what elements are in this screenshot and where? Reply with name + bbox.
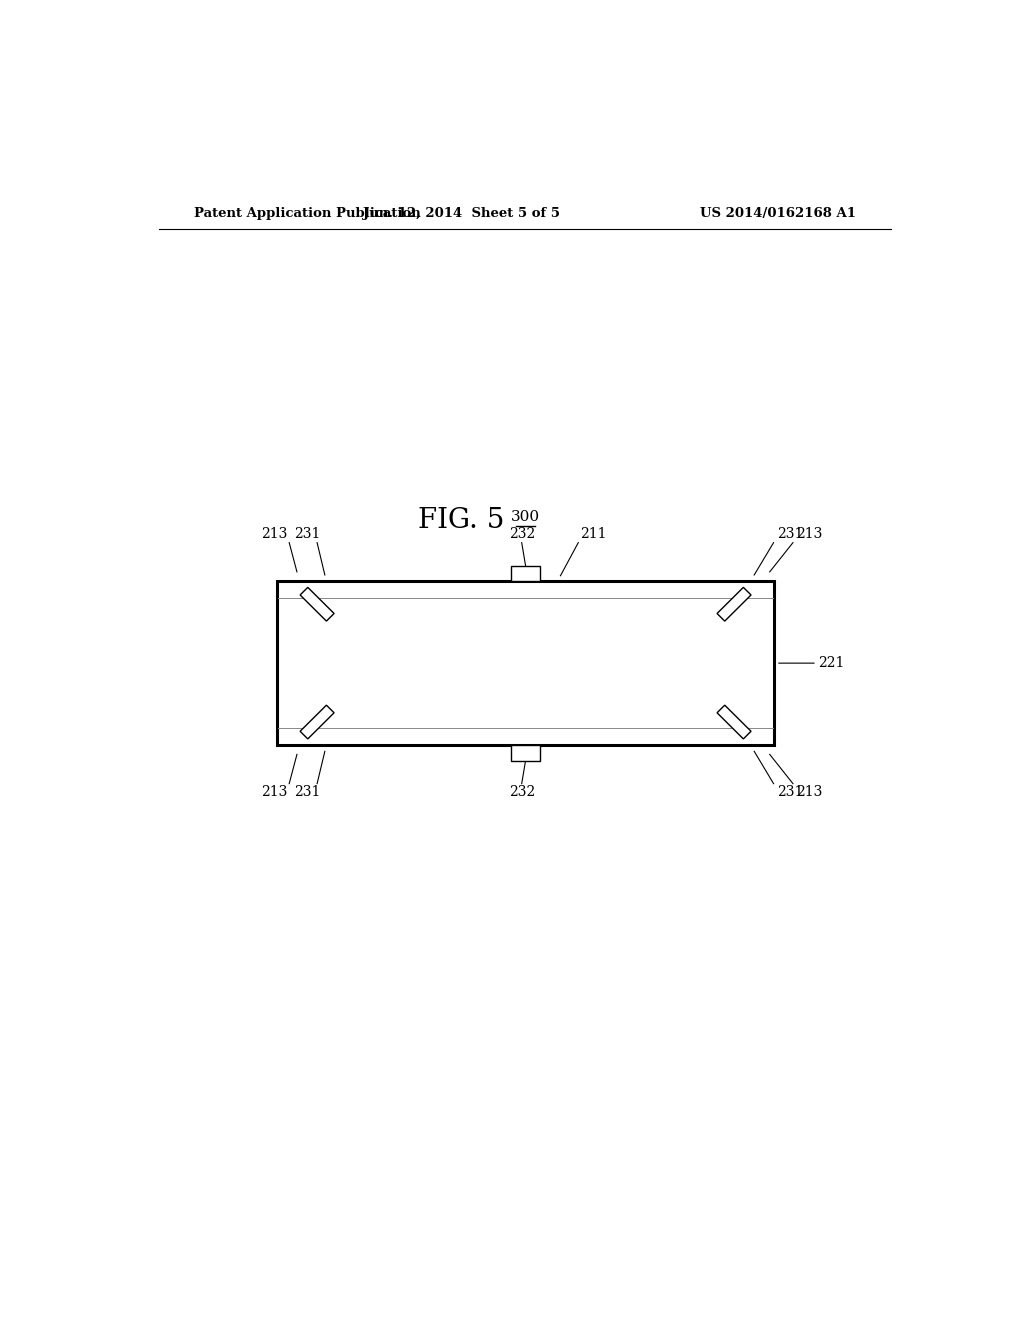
Text: FIG. 5: FIG. 5 (418, 507, 505, 533)
Text: 231: 231 (777, 527, 804, 541)
Text: Patent Application Publication: Patent Application Publication (194, 207, 421, 220)
Text: 213: 213 (796, 785, 822, 799)
Polygon shape (717, 705, 751, 739)
Text: 232: 232 (509, 785, 535, 799)
Text: Jun. 12, 2014  Sheet 5 of 5: Jun. 12, 2014 Sheet 5 of 5 (362, 207, 560, 220)
Text: 232: 232 (509, 527, 535, 541)
Text: 211: 211 (580, 527, 606, 541)
Text: 213: 213 (796, 527, 822, 541)
Text: 213: 213 (261, 785, 288, 799)
Text: 231: 231 (777, 785, 804, 799)
Polygon shape (300, 587, 334, 622)
Polygon shape (717, 587, 751, 622)
Text: 300: 300 (511, 510, 540, 524)
Bar (511, 566, 541, 581)
Text: 231: 231 (294, 527, 321, 541)
Bar (276, 581, 774, 744)
Bar (511, 744, 541, 760)
Text: 231: 231 (294, 785, 321, 799)
Polygon shape (300, 705, 334, 739)
Text: 213: 213 (261, 527, 288, 541)
Text: 221: 221 (818, 656, 845, 671)
Text: US 2014/0162168 A1: US 2014/0162168 A1 (700, 207, 856, 220)
